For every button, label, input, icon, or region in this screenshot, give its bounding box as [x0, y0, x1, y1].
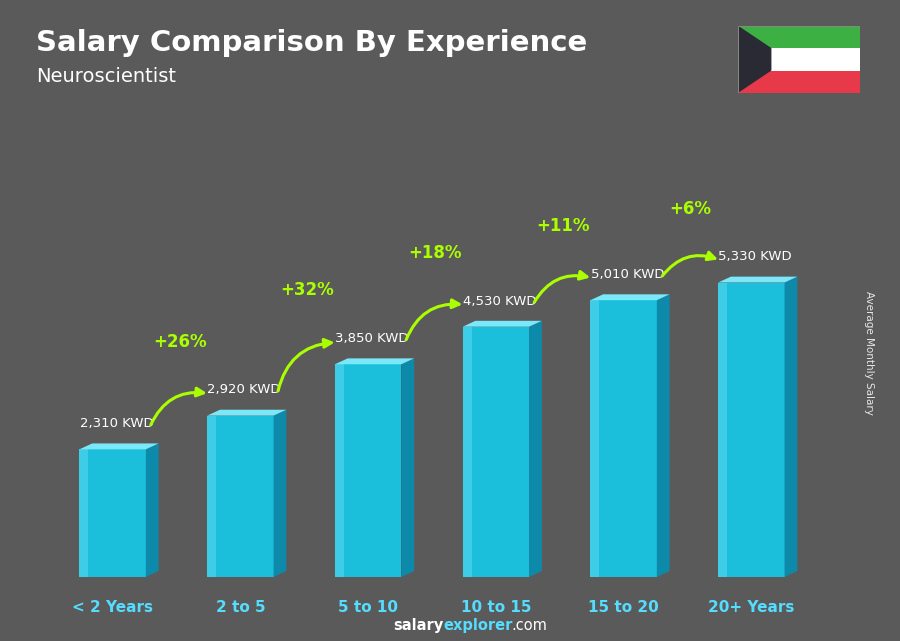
Text: 4,530 KWD: 4,530 KWD — [463, 295, 536, 308]
Text: 20+ Years: 20+ Years — [708, 601, 795, 615]
Polygon shape — [335, 358, 414, 364]
Text: Neuroscientist: Neuroscientist — [36, 67, 176, 87]
Text: 5 to 10: 5 to 10 — [338, 601, 398, 615]
Text: Salary Comparison By Experience: Salary Comparison By Experience — [36, 29, 587, 57]
Polygon shape — [738, 26, 771, 93]
Polygon shape — [718, 283, 785, 577]
Polygon shape — [590, 300, 599, 577]
Polygon shape — [401, 358, 414, 577]
Polygon shape — [657, 294, 670, 577]
Polygon shape — [718, 277, 797, 283]
Text: +6%: +6% — [670, 200, 712, 218]
Bar — [738, 26, 860, 48]
Text: +32%: +32% — [281, 281, 334, 299]
Text: 2,310 KWD: 2,310 KWD — [80, 417, 153, 430]
Text: 3,850 KWD: 3,850 KWD — [335, 332, 409, 345]
Polygon shape — [463, 320, 542, 327]
Text: +18%: +18% — [409, 244, 462, 262]
Polygon shape — [79, 449, 146, 577]
Text: .com: .com — [511, 619, 547, 633]
Polygon shape — [207, 415, 274, 577]
Text: 2 to 5: 2 to 5 — [216, 601, 266, 615]
Polygon shape — [785, 277, 797, 577]
Text: 2,920 KWD: 2,920 KWD — [208, 383, 281, 397]
Text: salary: salary — [393, 619, 444, 633]
Bar — [738, 71, 860, 93]
Text: +26%: +26% — [153, 333, 206, 351]
Polygon shape — [274, 410, 286, 577]
Polygon shape — [463, 327, 529, 577]
Polygon shape — [718, 283, 727, 577]
Text: +11%: +11% — [536, 217, 590, 235]
Text: 5,330 KWD: 5,330 KWD — [718, 251, 792, 263]
Text: < 2 Years: < 2 Years — [72, 601, 153, 615]
Polygon shape — [79, 449, 88, 577]
Polygon shape — [207, 410, 286, 415]
Polygon shape — [146, 444, 158, 577]
Text: explorer: explorer — [444, 619, 513, 633]
Polygon shape — [463, 327, 472, 577]
Polygon shape — [529, 320, 542, 577]
Bar — [738, 48, 860, 71]
Polygon shape — [79, 444, 158, 449]
Polygon shape — [207, 415, 216, 577]
Polygon shape — [335, 364, 401, 577]
Text: 15 to 20: 15 to 20 — [589, 601, 659, 615]
Polygon shape — [590, 294, 670, 300]
Text: Average Monthly Salary: Average Monthly Salary — [863, 290, 874, 415]
Polygon shape — [590, 300, 657, 577]
Polygon shape — [335, 364, 344, 577]
Text: 10 to 15: 10 to 15 — [461, 601, 531, 615]
Text: 5,010 KWD: 5,010 KWD — [590, 268, 664, 281]
